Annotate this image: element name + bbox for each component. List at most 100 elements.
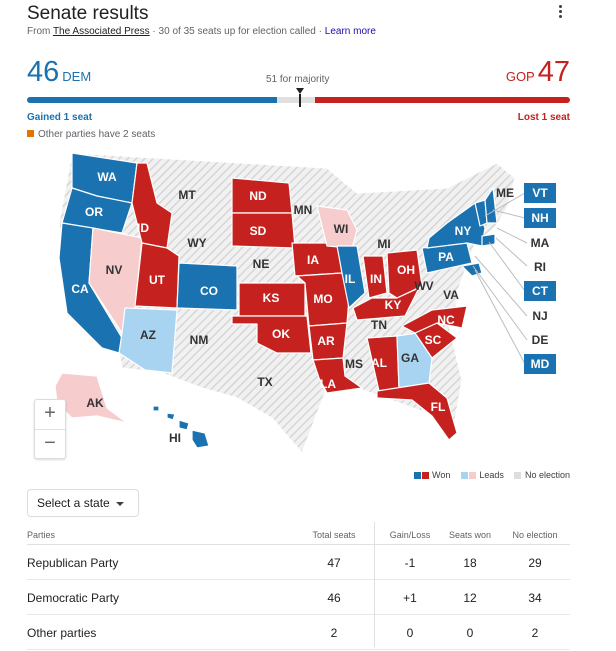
state-label-ak[interactable]: AK: [86, 396, 104, 410]
source-status: · 30 of 35 seats up for election called …: [149, 26, 325, 37]
callout-leaders: [472, 192, 528, 365]
callout-label-md[interactable]: MD: [531, 357, 550, 371]
state-label-ga[interactable]: GA: [401, 351, 419, 365]
majority-marker-line: [299, 94, 301, 107]
state-label-ms[interactable]: MS: [345, 357, 363, 371]
state-label-ok[interactable]: OK: [272, 327, 290, 341]
gain-loss: +1: [403, 591, 417, 605]
callout-ri[interactable]: RI: [534, 260, 546, 274]
legend-leads-swatch-dem: [460, 472, 468, 479]
gain-loss: 0: [406, 626, 414, 640]
map-zoom-control: + −: [34, 399, 66, 459]
party-name: Other parties: [27, 626, 97, 640]
callout-label-nh[interactable]: NH: [531, 211, 548, 225]
state-label-sc[interactable]: SC: [425, 333, 442, 347]
state-shape-la: [312, 357, 363, 394]
source-link[interactable]: The Associated Press: [52, 26, 150, 37]
callout-label-de[interactable]: DE: [532, 333, 549, 347]
state-label-wy[interactable]: WY: [187, 236, 206, 250]
state-label-in[interactable]: IN: [370, 272, 382, 286]
legend-leads: Leads: [460, 470, 504, 480]
more-options-icon[interactable]: [556, 4, 564, 20]
state-label-al[interactable]: AL: [371, 356, 387, 370]
callout-label-vt[interactable]: VT: [532, 186, 548, 200]
state-label-oh[interactable]: OH: [397, 263, 415, 277]
callout-ma[interactable]: MA: [531, 236, 550, 250]
state-label-ia[interactable]: IA: [307, 253, 319, 267]
legend-no-election: No election: [514, 470, 570, 480]
state-label-tn[interactable]: TN: [371, 318, 387, 332]
state-label-nv[interactable]: NV: [106, 263, 123, 277]
state-label-nm[interactable]: NM: [190, 333, 209, 347]
state-label-la[interactable]: LA: [320, 377, 336, 391]
state-label-mo[interactable]: MO: [313, 292, 332, 306]
table-divider: [374, 522, 375, 647]
callout-box-ct[interactable]: [524, 281, 556, 301]
legend-no-election-swatch: [514, 472, 522, 479]
callout-ct[interactable]: CT: [524, 281, 556, 301]
state-label-me[interactable]: ME: [496, 186, 514, 200]
callout-de[interactable]: DE: [532, 333, 549, 347]
state-label-ne[interactable]: NE: [253, 257, 270, 271]
senate-map[interactable]: WA OR CA NV ID MT WY UT CO AZ NM ND SD NE KS OK TX MN IA MO…: [27, 148, 572, 460]
callout-nj[interactable]: NJ: [532, 309, 547, 323]
callout-label-ri[interactable]: RI: [534, 260, 546, 274]
state-label-va[interactable]: VA: [443, 288, 459, 302]
state-label-ny[interactable]: NY: [455, 224, 472, 238]
state-label-mt[interactable]: MT: [178, 188, 196, 202]
state-label-wi[interactable]: WI: [334, 222, 349, 236]
total-seats: 46: [327, 591, 341, 605]
state-label-co[interactable]: CO: [200, 284, 218, 298]
zoom-in-button[interactable]: +: [44, 402, 56, 424]
state-label-ut[interactable]: UT: [149, 273, 166, 287]
majority-marker-icon: [296, 88, 304, 94]
callout-label-nj[interactable]: NJ: [532, 309, 547, 323]
legend-leads-swatch-gop: [468, 472, 476, 479]
state-label-ky[interactable]: KY: [385, 298, 402, 312]
legend-won-swatch-dem: [413, 472, 421, 479]
gop-seats-number: 47: [537, 56, 570, 88]
state-shape-nc: [401, 305, 468, 334]
state-shape-hi: [152, 405, 210, 449]
state-label-il[interactable]: IL: [345, 272, 356, 286]
state-label-ar[interactable]: AR: [317, 334, 335, 348]
state-label-or[interactable]: OR: [85, 205, 103, 219]
state-shape-az: [118, 307, 178, 374]
no-election: 2: [531, 626, 539, 640]
state-label-id[interactable]: ID: [137, 221, 149, 235]
seat-progress-bar: [27, 97, 570, 103]
callout-box-nh[interactable]: [524, 208, 556, 228]
state-label-mn[interactable]: MN: [294, 203, 313, 217]
state-label-ks[interactable]: KS: [263, 291, 280, 305]
state-label-tx[interactable]: TX: [257, 375, 272, 389]
state-label-ca[interactable]: CA: [71, 282, 89, 296]
state-label-az[interactable]: AZ: [140, 328, 156, 342]
callout-box-vt[interactable]: [524, 183, 556, 203]
state-shape-in: [362, 255, 388, 299]
state-label-mi[interactable]: MI: [377, 237, 390, 251]
state-label-wa[interactable]: WA: [97, 170, 117, 184]
callout-box-md[interactable]: [524, 354, 556, 374]
state-shape-ky: [352, 287, 420, 321]
state-select-dropdown[interactable]: Select a state: [27, 489, 139, 517]
gop-label: GOP: [505, 69, 535, 84]
state-label-pa[interactable]: PA: [438, 250, 454, 264]
learn-more-link[interactable]: Learn more: [324, 26, 376, 37]
callout-label-ct[interactable]: CT: [532, 284, 549, 298]
callout-vt[interactable]: VT: [524, 183, 556, 203]
callout-nh[interactable]: NH: [524, 208, 556, 228]
dem-seat-count: 46 DEM: [27, 56, 91, 89]
callout-md[interactable]: MD: [524, 354, 556, 374]
state-label-hi[interactable]: HI: [169, 431, 181, 445]
source-prefix: From: [27, 26, 53, 37]
state-shape-id: [131, 162, 173, 249]
page-title: Senate results: [27, 3, 149, 24]
state-label-sd[interactable]: SD: [250, 224, 267, 238]
state-shape-ak: [54, 372, 128, 424]
zoom-out-button[interactable]: −: [35, 429, 65, 459]
state-label-wv[interactable]: WV: [414, 279, 433, 293]
state-label-fl[interactable]: FL: [431, 400, 446, 414]
state-label-nd[interactable]: ND: [249, 189, 267, 203]
state-label-nc[interactable]: NC: [437, 313, 455, 327]
callout-label-ma[interactable]: MA: [531, 236, 550, 250]
